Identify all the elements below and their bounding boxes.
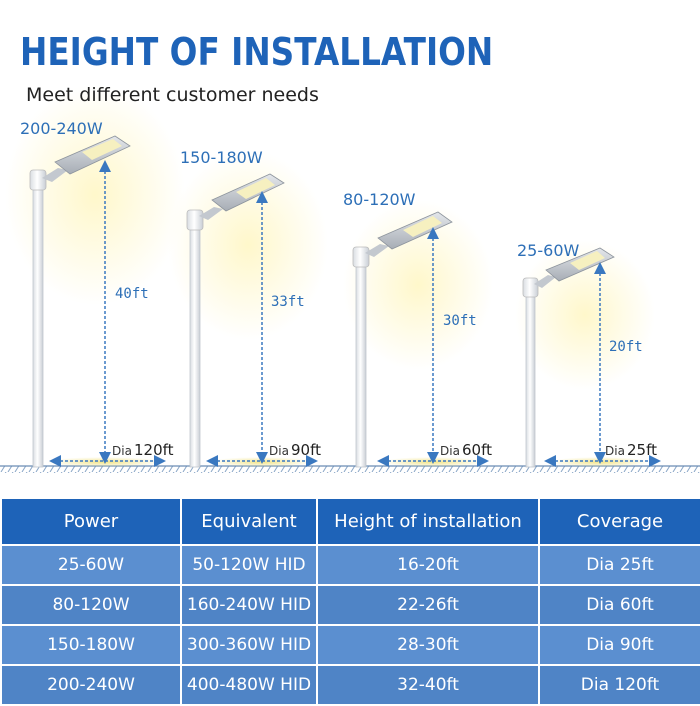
pole-arm [186,209,204,231]
dia-prefix: Dia [440,444,460,458]
lamp-neck [42,168,68,182]
pole [355,261,367,468]
column-header-height: Height of installation [316,497,540,546]
power-label: 150-180W [180,148,263,167]
table-row: 200-240W 400-480W HID 32-40ft Dia 120ft [0,664,700,706]
pole [525,291,536,468]
table-row: 150-180W 300-360W HID 28-30ft Dia 90ft [0,624,700,666]
power-label: 200-240W [20,119,103,138]
cell-equivalent: 300-360W HID [180,624,318,666]
cell-height: 22-26ft [316,584,540,626]
table-row: 80-120W 160-240W HID 22-26ft Dia 60ft [0,584,700,626]
dia-value: 25ft [627,441,657,459]
installation-diagram: 200-240W 40ft Dia 120ft 150-180W 33ft Di… [0,85,700,473]
dia-value: 120ft [134,441,174,459]
streetlight-4: 25-60W 20ft Dia 25ft [515,240,661,468]
cell-height: 16-20ft [316,544,540,586]
dia-prefix: Dia [605,444,625,458]
cell-coverage: Dia 120ft [538,664,700,706]
streetlight-2: 150-180W 33ft Dia 90ft [168,148,328,468]
light-glow [168,150,328,340]
lamp-neck [365,244,389,257]
cell-equivalent: 400-480W HID [180,664,318,706]
page-title: HEIGHT OF INSTALLATION [20,30,494,74]
dia-prefix: Dia [269,444,289,458]
cell-power: 200-240W [0,664,182,706]
column-header-equivalent: Equivalent [180,497,318,546]
height-label: 20ft [609,339,643,355]
cell-height: 28-30ft [316,624,540,666]
page-subtitle: Meet different customer needs [26,84,319,106]
pole-arm [352,246,370,268]
height-label: 40ft [115,286,149,302]
height-label: 33ft [271,294,305,310]
cell-coverage: Dia 90ft [538,624,700,666]
dia-value: 90ft [291,441,321,459]
pole [32,184,44,468]
table-row: 25-60W 50-120W HID 16-20ft Dia 25ft [0,544,700,586]
lamp-led-panel [82,139,122,160]
lamp-led-panel [570,251,605,270]
lamp-led-panel [403,216,442,237]
ground-hatch [0,466,700,473]
dia-prefix: Dia [112,444,132,458]
power-label: 25-60W [517,241,579,260]
cell-coverage: Dia 60ft [538,584,700,626]
cell-power: 150-180W [0,624,182,666]
lamp-led-panel [236,178,275,199]
pole-arm [29,169,47,191]
column-header-power: Power [0,497,182,546]
cell-equivalent: 160-240W HID [180,584,318,626]
column-header-coverage: Coverage [538,497,700,546]
table-header-row: Power Equivalent Height of installation … [0,497,700,546]
cell-coverage: Dia 25ft [538,544,700,586]
streetlight-1: 200-240W 40ft Dia 120ft [5,85,185,468]
dia-value: 60ft [462,441,492,459]
cell-height: 32-40ft [316,664,540,706]
lamp-neck [534,275,556,288]
height-label: 30ft [443,313,477,329]
pole [189,224,201,468]
cell-power: 80-120W [0,584,182,626]
lamp-neck [199,207,223,220]
power-label: 80-120W [343,190,416,209]
pole-arm [522,277,539,298]
light-glow [5,85,185,305]
specs-table: Power Equivalent Height of installation … [0,497,700,706]
cell-equivalent: 50-120W HID [180,544,318,586]
streetlight-3: 80-120W 30ft Dia 60ft [343,190,493,468]
cell-power: 25-60W [0,544,182,586]
light-glow [343,200,493,370]
